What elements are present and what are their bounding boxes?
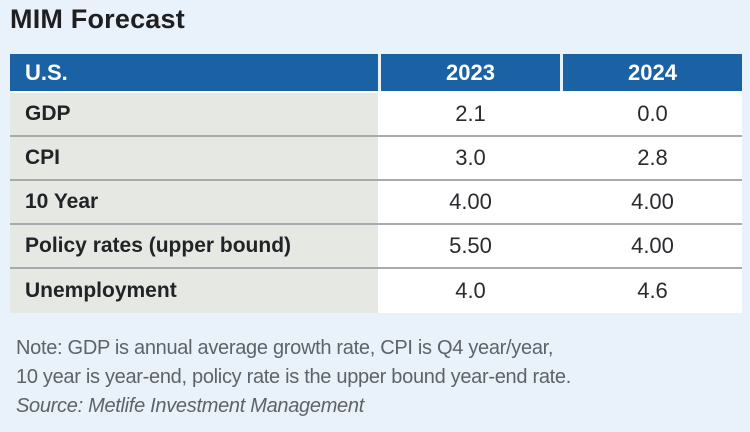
- table-row-cpi: CPI 3.0 2.8: [10, 137, 742, 181]
- value-2024: 0.0: [563, 93, 742, 135]
- header-cell-region: U.S.: [10, 54, 378, 91]
- note-line-1: Note: GDP is annual average growth rate,…: [16, 337, 554, 359]
- row-label: Unemployment: [10, 269, 378, 313]
- row-label: CPI: [10, 137, 378, 179]
- source-line: Source: Metlife Investment Management: [16, 395, 364, 417]
- value-2023: 4.0: [381, 269, 560, 313]
- row-label: Policy rates (upper bound): [10, 225, 378, 267]
- table-row-unemployment: Unemployment 4.0 4.6: [10, 269, 742, 313]
- value-2024: 4.00: [563, 181, 742, 223]
- table-row-gdp: GDP 2.1 0.0: [10, 93, 742, 137]
- value-2024: 4.6: [563, 269, 742, 313]
- row-label: GDP: [10, 93, 378, 135]
- table-header-row: U.S. 2023 2024: [10, 54, 742, 93]
- row-label: 10 Year: [10, 181, 378, 223]
- table-row-policy-rates: Policy rates (upper bound) 5.50 4.00: [10, 225, 742, 269]
- page-title: MIM Forecast: [10, 4, 185, 34]
- table-row-10year: 10 Year 4.00 4.00: [10, 181, 742, 225]
- note-line-2: 10 year is year-end, policy rate is the …: [16, 366, 571, 388]
- value-2024: 4.00: [563, 225, 742, 267]
- header-cell-2024: 2024: [563, 54, 742, 91]
- value-2024: 2.8: [563, 137, 742, 179]
- header-cell-2023: 2023: [381, 54, 560, 91]
- forecast-table: U.S. 2023 2024 GDP 2.1 0.0 CPI 3.0 2.8 1…: [10, 54, 742, 313]
- value-2023: 4.00: [381, 181, 560, 223]
- footnote: Note: GDP is annual average growth rate,…: [16, 334, 736, 421]
- value-2023: 3.0: [381, 137, 560, 179]
- value-2023: 5.50: [381, 225, 560, 267]
- value-2023: 2.1: [381, 93, 560, 135]
